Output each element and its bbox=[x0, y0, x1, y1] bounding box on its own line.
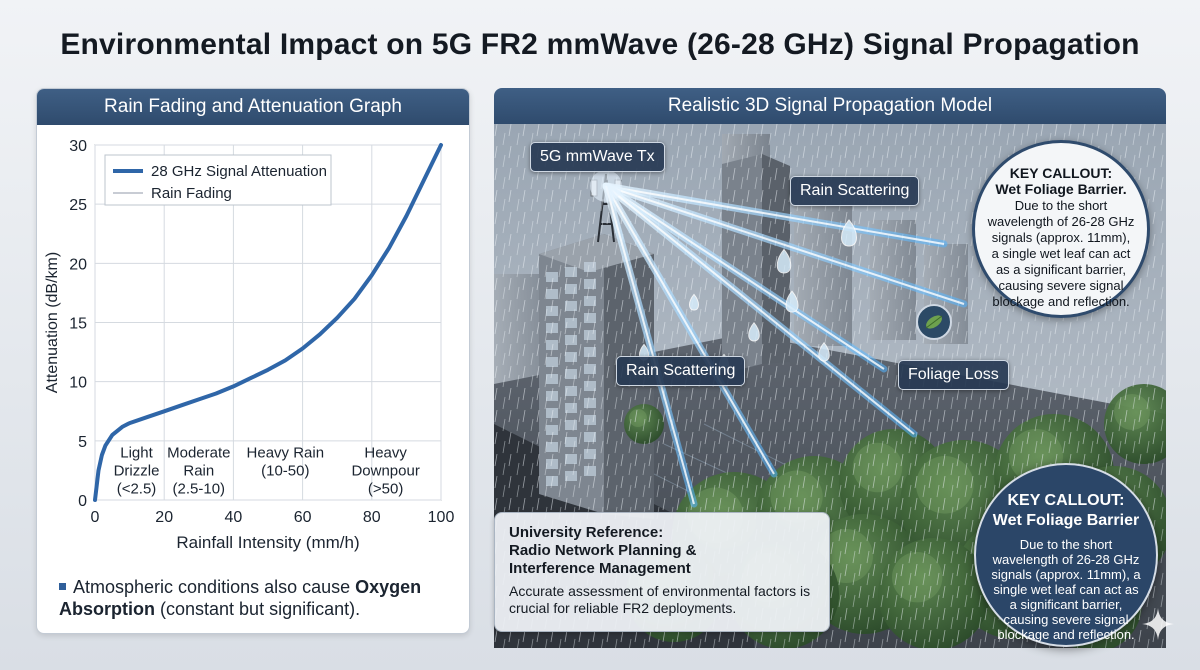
water-drop bbox=[689, 293, 699, 311]
rain-category-annotation: Heavy Downpour (>50) bbox=[351, 444, 419, 497]
signal-beam-core bbox=[605, 185, 775, 475]
reference-title-1: University Reference: bbox=[509, 524, 664, 541]
callout-bottom-title-2: Wet Foliage Barrier bbox=[992, 512, 1140, 529]
oxygen-absorption-note: Atmospheric conditions also cause Oxygen… bbox=[59, 576, 459, 620]
legend-label: 28 GHz Signal Attenuation bbox=[151, 163, 327, 180]
y-tick-label: 20 bbox=[69, 256, 87, 273]
footnote-bold: Oxygen Absorption bbox=[59, 577, 422, 619]
rain-scattering-label-left: Rain Scattering bbox=[616, 356, 746, 386]
y-tick-label: 10 bbox=[69, 375, 87, 392]
model-panel-header: Realistic 3D Signal Propagation Model bbox=[494, 88, 1166, 124]
callout-bottom-body: Due to the short wavelength of 26-28 GHz… bbox=[991, 537, 1141, 642]
water-drop bbox=[776, 248, 792, 274]
signal-beams bbox=[590, 170, 968, 508]
y-tick-label: 5 bbox=[78, 434, 87, 451]
x-tick-label: 40 bbox=[225, 509, 243, 526]
propagation-model-panel: Realistic 3D Signal Propagation Model bbox=[494, 88, 1166, 648]
signal-beam-core bbox=[605, 185, 695, 505]
reference-body: Accurate assessment of environmental fac… bbox=[509, 583, 811, 616]
signal-beam-core bbox=[605, 185, 885, 370]
legend-box bbox=[104, 154, 332, 206]
x-axis-label: Rainfall Intensity (mm/h) bbox=[176, 533, 359, 552]
x-tick-label: 20 bbox=[155, 509, 173, 526]
callout-top-title-2: Wet Foliage Barrier. bbox=[995, 181, 1127, 197]
wet-foliage-callout-top: KEY CALLOUT: Wet Foliage Barrier. Due to… bbox=[972, 140, 1150, 318]
university-reference-box: University Reference: Radio Network Plan… bbox=[494, 512, 830, 632]
graph-panel-header: Rain Fading and Attenuation Graph bbox=[37, 89, 469, 125]
footnote-prefix: Atmospheric conditions also cause bbox=[73, 577, 356, 597]
x-tick-label: 100 bbox=[428, 509, 455, 526]
y-tick-label: 25 bbox=[69, 197, 87, 214]
sparkle-icon bbox=[1142, 608, 1174, 640]
x-tick-label: 0 bbox=[91, 509, 100, 526]
x-tick-label: 60 bbox=[294, 509, 312, 526]
reference-title-2: Radio Network Planning & bbox=[509, 542, 697, 559]
callout-bottom-title-1: KEY CALLOUT: bbox=[1007, 492, 1125, 509]
water-drop bbox=[818, 342, 830, 362]
wet-leaf-icon bbox=[916, 304, 952, 340]
y-axis-label: Attenuation (dB/km) bbox=[44, 252, 61, 393]
page-title: Environmental Impact on 5G FR2 mmWave (2… bbox=[60, 28, 1140, 61]
rain-category-annotation: Heavy Rain (10-50) bbox=[247, 444, 325, 479]
rain-category-annotation: Moderate Rain (2.5-10) bbox=[167, 444, 230, 497]
signal-beam-core bbox=[605, 185, 915, 435]
y-tick-label: 15 bbox=[69, 316, 87, 333]
foliage-loss-label: Foliage Loss bbox=[898, 360, 1009, 390]
callout-top-body: Due to the short wavelength of 26-28 GHz… bbox=[987, 198, 1135, 309]
legend-label: Rain Fading bbox=[151, 185, 232, 202]
callout-top-title-1: KEY CALLOUT: bbox=[1009, 165, 1113, 181]
footnote-suffix: (constant but significant). bbox=[155, 599, 361, 619]
water-drop bbox=[841, 219, 857, 247]
reference-title-3: Interference Management bbox=[509, 560, 691, 577]
series-line-attenuation bbox=[93, 143, 443, 502]
wet-foliage-callout-bottom: KEY CALLOUT: Wet Foliage Barrier Due to … bbox=[974, 463, 1158, 647]
transmitter-label: 5G mmWave Tx bbox=[530, 142, 665, 172]
attenuation-chart: 0 20 40 60 80 100 0 5 10 15 20 25 30 Rainfall Intensi… bbox=[44, 138, 455, 552]
signal-beam-core bbox=[605, 185, 945, 245]
signal-beam-core bbox=[605, 185, 965, 305]
x-tick-label: 80 bbox=[363, 509, 381, 526]
rain-category-annotation: Light Drizzle (<2.5) bbox=[114, 444, 160, 497]
y-tick-label: 30 bbox=[69, 138, 87, 155]
attenuation-graph-panel: Rain Fading and Attenuation Graph 0 20 40 6… bbox=[36, 88, 470, 634]
water-drop bbox=[785, 290, 799, 313]
transmitter-glow bbox=[590, 170, 622, 202]
rain-scattering-label-top: Rain Scattering bbox=[790, 176, 920, 206]
water-drop bbox=[748, 322, 760, 342]
bullet-icon bbox=[59, 582, 66, 590]
y-tick-label: 0 bbox=[78, 493, 87, 510]
